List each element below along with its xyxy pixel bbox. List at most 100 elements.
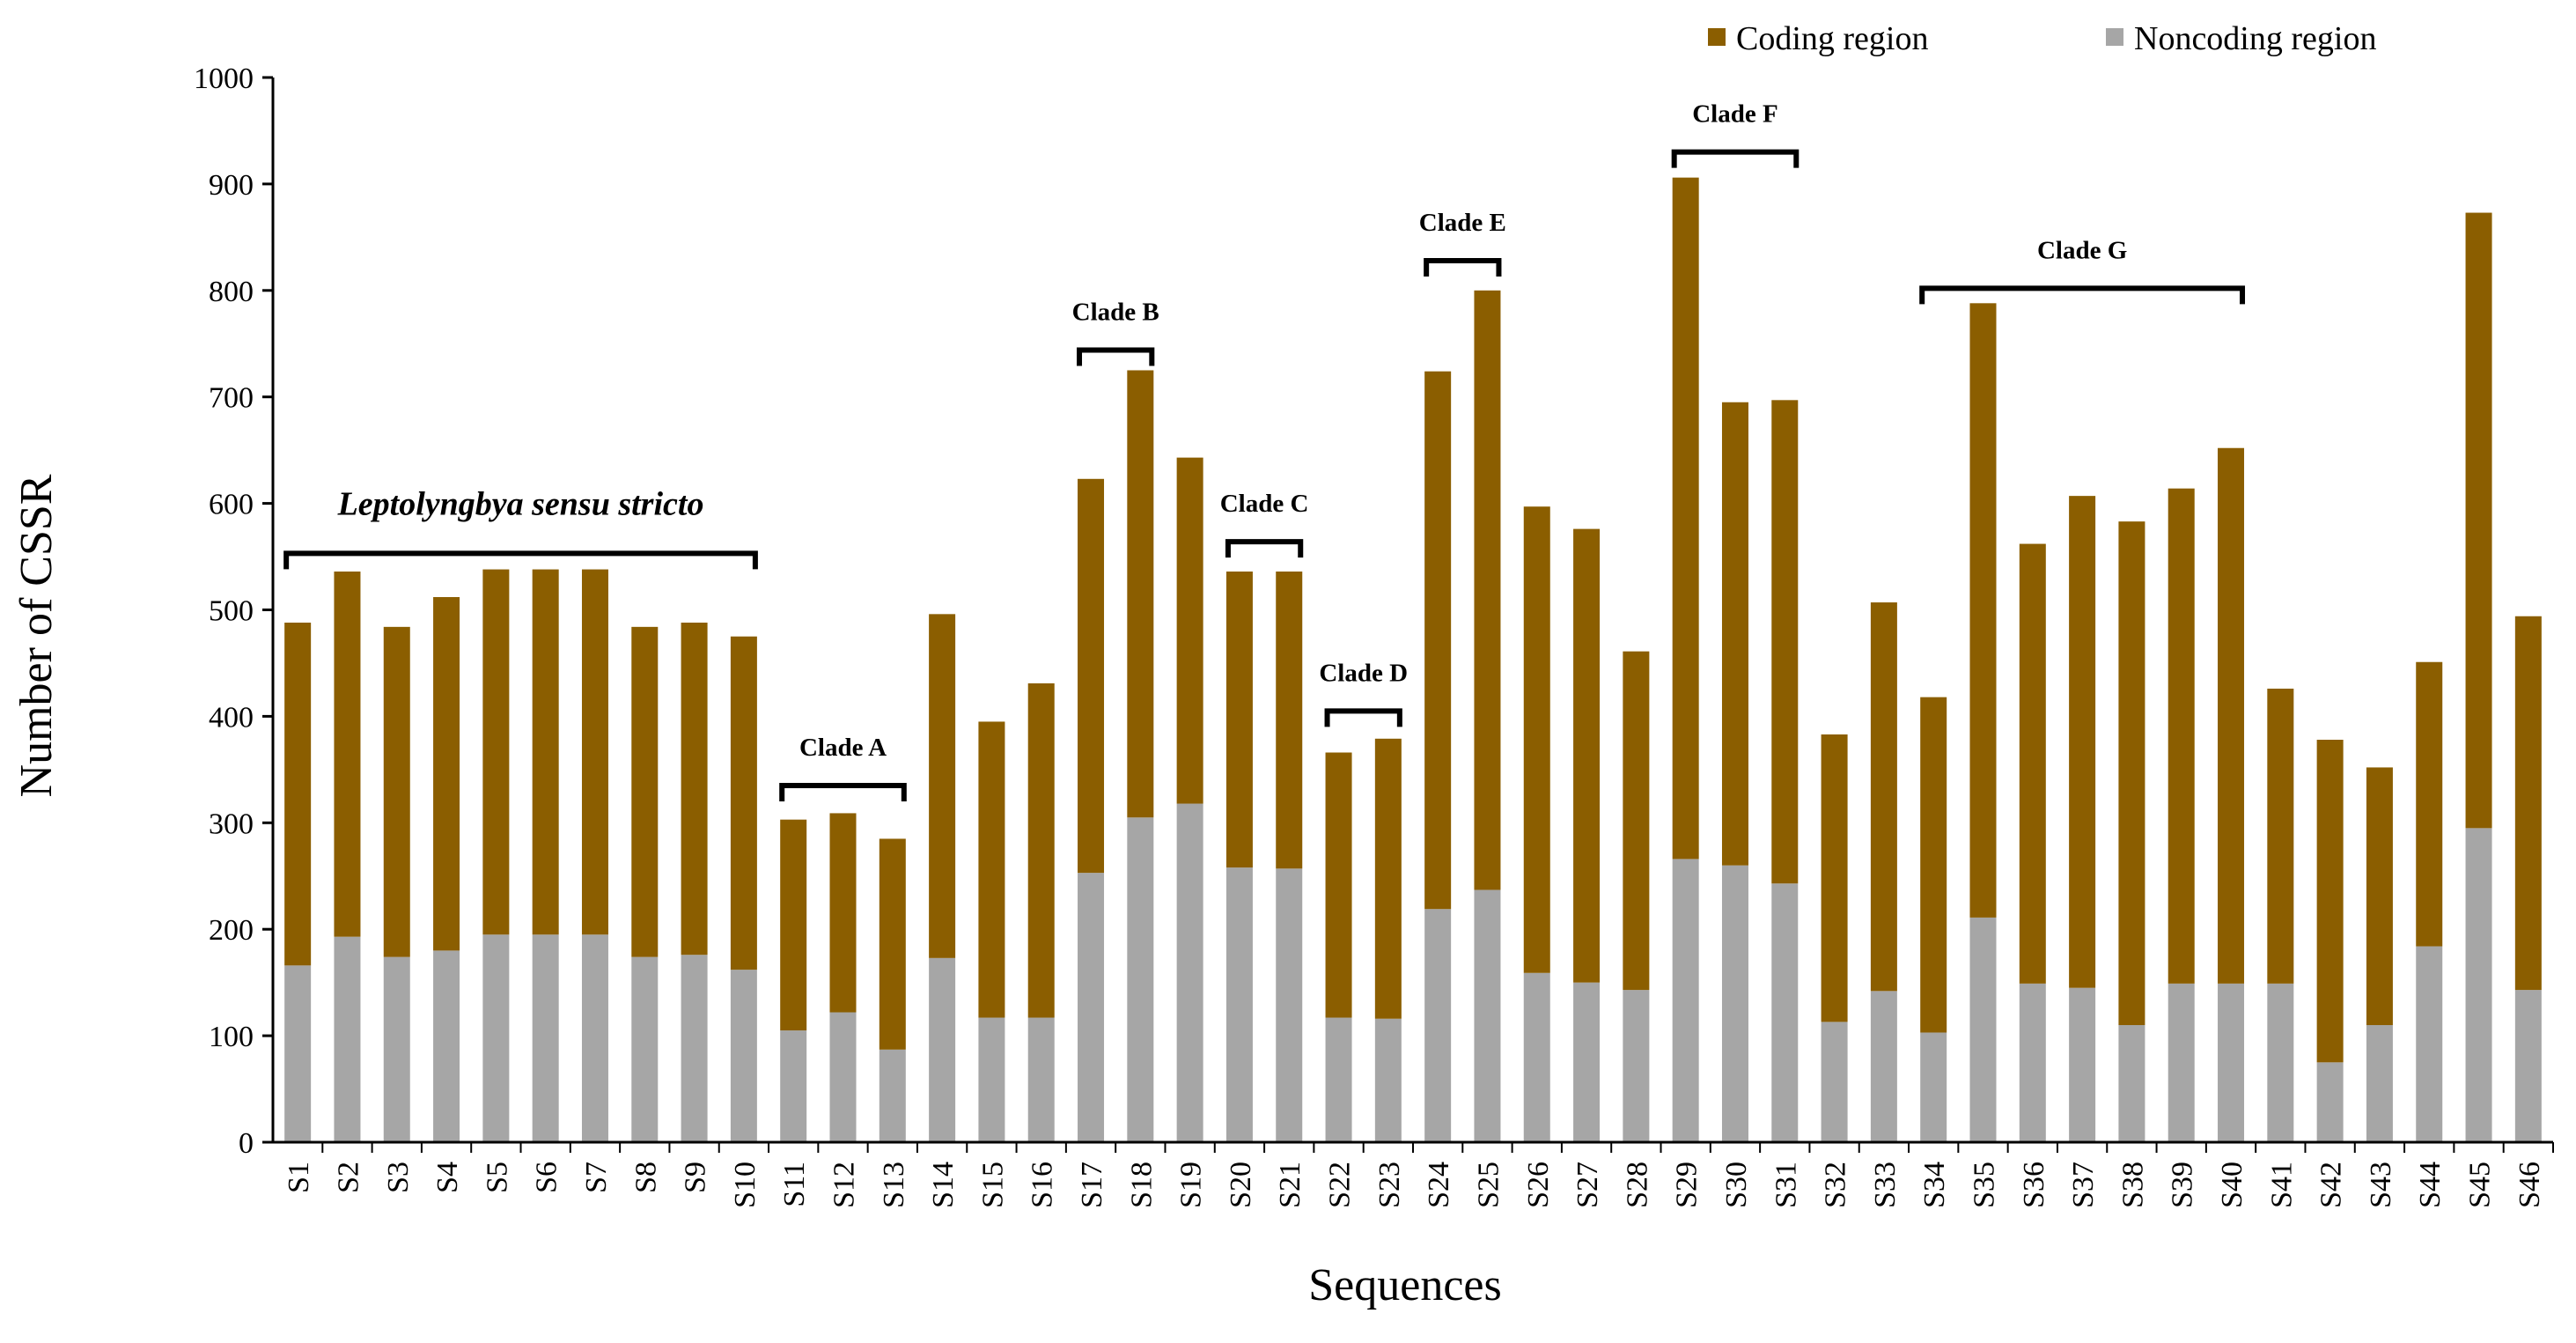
y-tick-label: 200 — [209, 914, 254, 947]
x-tick-label-S17: S17 — [1076, 1162, 1108, 1208]
x-tick-label-S5: S5 — [481, 1162, 513, 1193]
x-tick-label-S33: S33 — [1869, 1162, 1902, 1208]
bar-coding-S33 — [1870, 602, 1897, 992]
bar-noncoding-S27 — [1573, 982, 1601, 1142]
bars — [284, 177, 2542, 1142]
bar-coding-S26 — [1523, 506, 1550, 973]
bar-coding-S4 — [433, 596, 460, 951]
x-tick-label-S11: S11 — [778, 1162, 811, 1207]
x-tick-label-S41: S41 — [2265, 1162, 2298, 1208]
bar-coding-S24 — [1424, 371, 1452, 910]
bar-coding-S8 — [631, 626, 659, 957]
bar-coding-S10 — [730, 636, 757, 970]
x-tick-label-S10: S10 — [729, 1162, 762, 1208]
bar-coding-S23 — [1374, 738, 1402, 1019]
clade-label: Clade D — [1319, 659, 1408, 687]
bar-noncoding-S40 — [2218, 983, 2245, 1142]
legend-label: Coding region — [1736, 20, 1928, 57]
bar-coding-S6 — [532, 569, 559, 935]
bar-coding-S9 — [681, 623, 708, 956]
x-tick-label-S18: S18 — [1125, 1162, 1158, 1208]
x-tick-label-S45: S45 — [2464, 1162, 2497, 1208]
x-axis-title: Sequences — [1308, 1260, 1501, 1310]
clade-bracket — [1671, 149, 1800, 168]
bar-noncoding-S9 — [681, 955, 708, 1142]
x-tick-label-S13: S13 — [878, 1162, 910, 1208]
x-tick-label-S1: S1 — [283, 1162, 315, 1193]
bar-noncoding-S3 — [383, 956, 410, 1142]
clade-label: Clade B — [1072, 299, 1159, 327]
bar-noncoding-S37 — [2069, 987, 2096, 1142]
y-axis-title: Number of CSSR — [11, 474, 62, 797]
bar-coding-S45 — [2465, 212, 2492, 829]
clade-bracket — [1324, 708, 1402, 727]
bar-coding-S11 — [780, 819, 807, 1031]
axes: 0 100 200 300 400 500 600 700 800 900 1000 S1 S2 S3 S4… — [194, 63, 2554, 1208]
bar-coding-S17 — [1078, 478, 1105, 874]
bar-noncoding-S6 — [532, 934, 559, 1142]
x-tick-label-S9: S9 — [680, 1162, 712, 1193]
x-tick-label-S31: S31 — [1770, 1162, 1802, 1208]
bar-noncoding-S38 — [2118, 1025, 2145, 1142]
bar-coding-S5 — [482, 569, 510, 935]
x-tick-label-S6: S6 — [531, 1162, 563, 1193]
bar-noncoding-S12 — [829, 1012, 857, 1142]
y-tick-label: 1000 — [194, 63, 254, 95]
bar-coding-S18 — [1127, 370, 1154, 818]
x-tick-label-S40: S40 — [2216, 1162, 2248, 1208]
bar-coding-S43 — [2366, 767, 2393, 1026]
y-tick-label: 0 — [239, 1127, 254, 1160]
bar-coding-S2 — [334, 571, 361, 937]
legend-swatch — [1708, 28, 1726, 46]
x-tick-label-S42: S42 — [2315, 1162, 2348, 1208]
x-tick-label-S4: S4 — [431, 1162, 464, 1193]
bar-noncoding-S39 — [2168, 983, 2195, 1142]
bar-noncoding-S28 — [1623, 990, 1650, 1142]
bar-coding-S34 — [1920, 697, 1947, 1033]
bar-noncoding-S24 — [1424, 909, 1452, 1142]
bar-coding-S35 — [1969, 303, 1997, 918]
x-tick-label-S30: S30 — [1720, 1162, 1753, 1208]
bar-coding-S32 — [1821, 734, 1848, 1022]
clade-bracket — [1424, 257, 1502, 277]
bar-noncoding-S11 — [780, 1030, 807, 1142]
y-tick-label: 600 — [209, 489, 254, 521]
x-tick-label-S19: S19 — [1175, 1162, 1208, 1208]
bar-coding-S31 — [1771, 400, 1799, 884]
bar-noncoding-S36 — [2019, 983, 2046, 1142]
bar-coding-S22 — [1325, 752, 1352, 1018]
x-tick-label-S21: S21 — [1274, 1162, 1306, 1208]
bar-noncoding-S23 — [1374, 1018, 1402, 1142]
x-tick-label-S35: S35 — [1969, 1162, 2001, 1208]
y-tick-label: 900 — [209, 169, 254, 202]
bar-coding-S20 — [1225, 571, 1253, 868]
bar-noncoding-S30 — [1721, 865, 1748, 1142]
x-tick-label-S12: S12 — [828, 1162, 861, 1208]
x-tick-label-S8: S8 — [629, 1162, 662, 1193]
clade-label: Clade G — [2037, 236, 2127, 264]
x-tick-label-S22: S22 — [1324, 1162, 1357, 1208]
bar-noncoding-S4 — [433, 950, 460, 1142]
y-tick-label: 500 — [209, 595, 254, 628]
bar-noncoding-S10 — [730, 970, 757, 1142]
x-tick-label-S46: S46 — [2513, 1162, 2546, 1208]
bar-noncoding-S25 — [1474, 889, 1501, 1142]
x-tick-label-S7: S7 — [580, 1162, 613, 1193]
x-tick-label-S25: S25 — [1472, 1162, 1505, 1208]
clade-bracket — [1919, 285, 2246, 305]
bar-noncoding-S2 — [334, 936, 361, 1142]
x-tick-label-S2: S2 — [332, 1162, 364, 1193]
y-tick-label: 800 — [209, 276, 254, 308]
bar-coding-S44 — [2416, 661, 2443, 947]
x-tick-label-S20: S20 — [1225, 1162, 1257, 1208]
bar-coding-S42 — [2316, 739, 2344, 1063]
bar-noncoding-S18 — [1127, 817, 1154, 1142]
bar-coding-S21 — [1276, 571, 1303, 869]
bar-noncoding-S20 — [1225, 867, 1253, 1142]
bar-noncoding-S7 — [581, 934, 608, 1142]
x-tick-label-S23: S23 — [1373, 1162, 1406, 1208]
bar-coding-S38 — [2118, 521, 2145, 1026]
bar-noncoding-S21 — [1276, 868, 1303, 1142]
bar-coding-S1 — [284, 623, 312, 966]
